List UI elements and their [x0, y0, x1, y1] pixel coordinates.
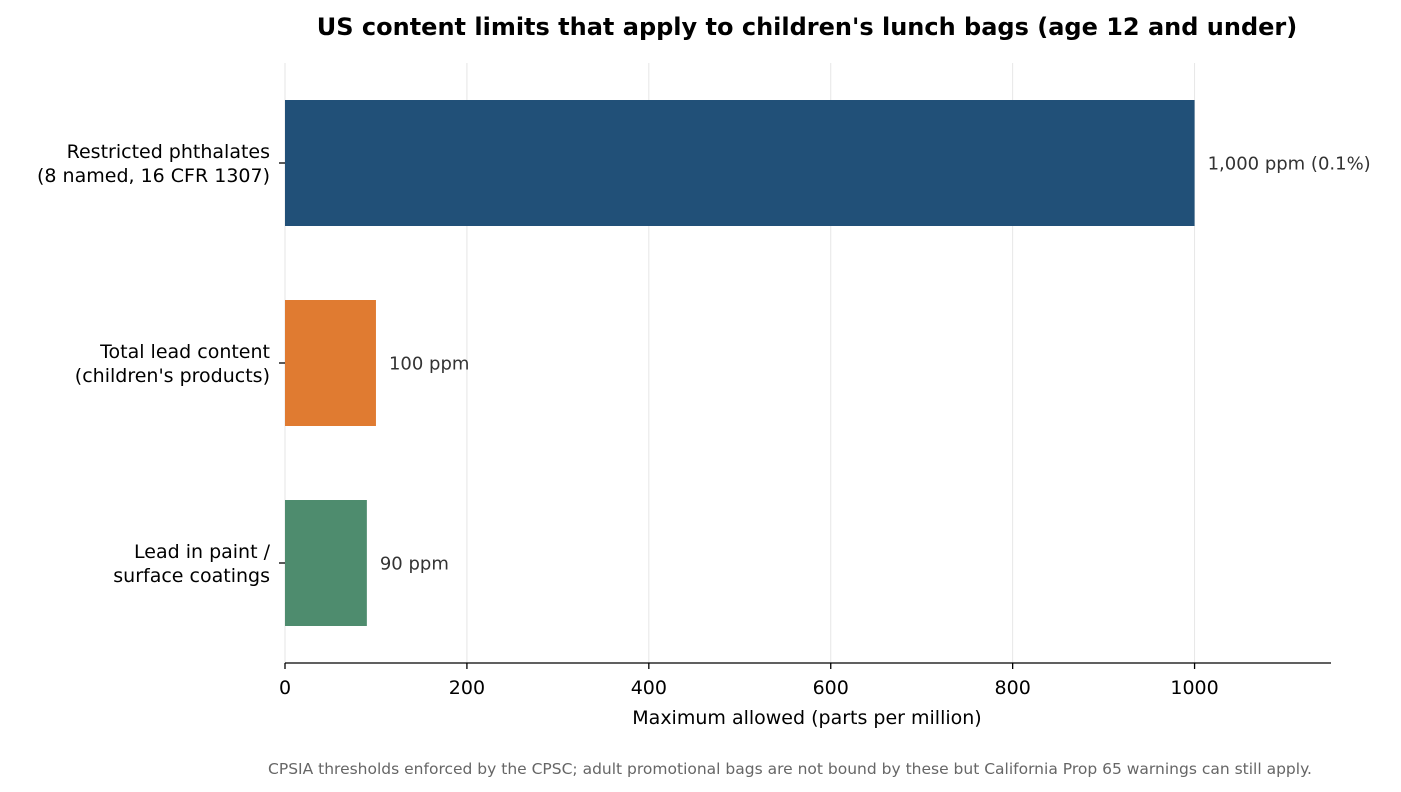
bar	[285, 300, 376, 426]
value-label: 100 ppm	[389, 354, 469, 375]
bar	[285, 500, 367, 626]
axis-layer: 0 200 400 600 800 1000 Restricted phthalates (8…	[37, 141, 1371, 699]
category-label: Restricted phthalates (8 named, 16 CFR 13…	[37, 141, 270, 187]
x-tick-label: 800	[995, 677, 1031, 699]
x-tick-label: 1000	[1170, 677, 1218, 699]
x-tick-label: 200	[449, 677, 485, 699]
footnote: CPSIA thresholds enforced by the CPSC; a…	[268, 760, 1312, 778]
category-label: Lead in paint / surface coatings	[113, 541, 270, 587]
chart-title: US content limits that apply to children…	[317, 13, 1297, 41]
x-tick-label: 600	[813, 677, 849, 699]
x-tick-label: 400	[631, 677, 667, 699]
x-tick-label: 0	[279, 677, 291, 699]
value-label: 1,000 ppm (0.1%)	[1208, 154, 1371, 175]
bar	[285, 100, 1195, 226]
category-label: Total lead content (children's products)	[75, 341, 270, 387]
bar-layer	[285, 100, 1195, 626]
value-label: 90 ppm	[380, 554, 449, 575]
x-axis-title: Maximum allowed (parts per million)	[632, 707, 981, 729]
